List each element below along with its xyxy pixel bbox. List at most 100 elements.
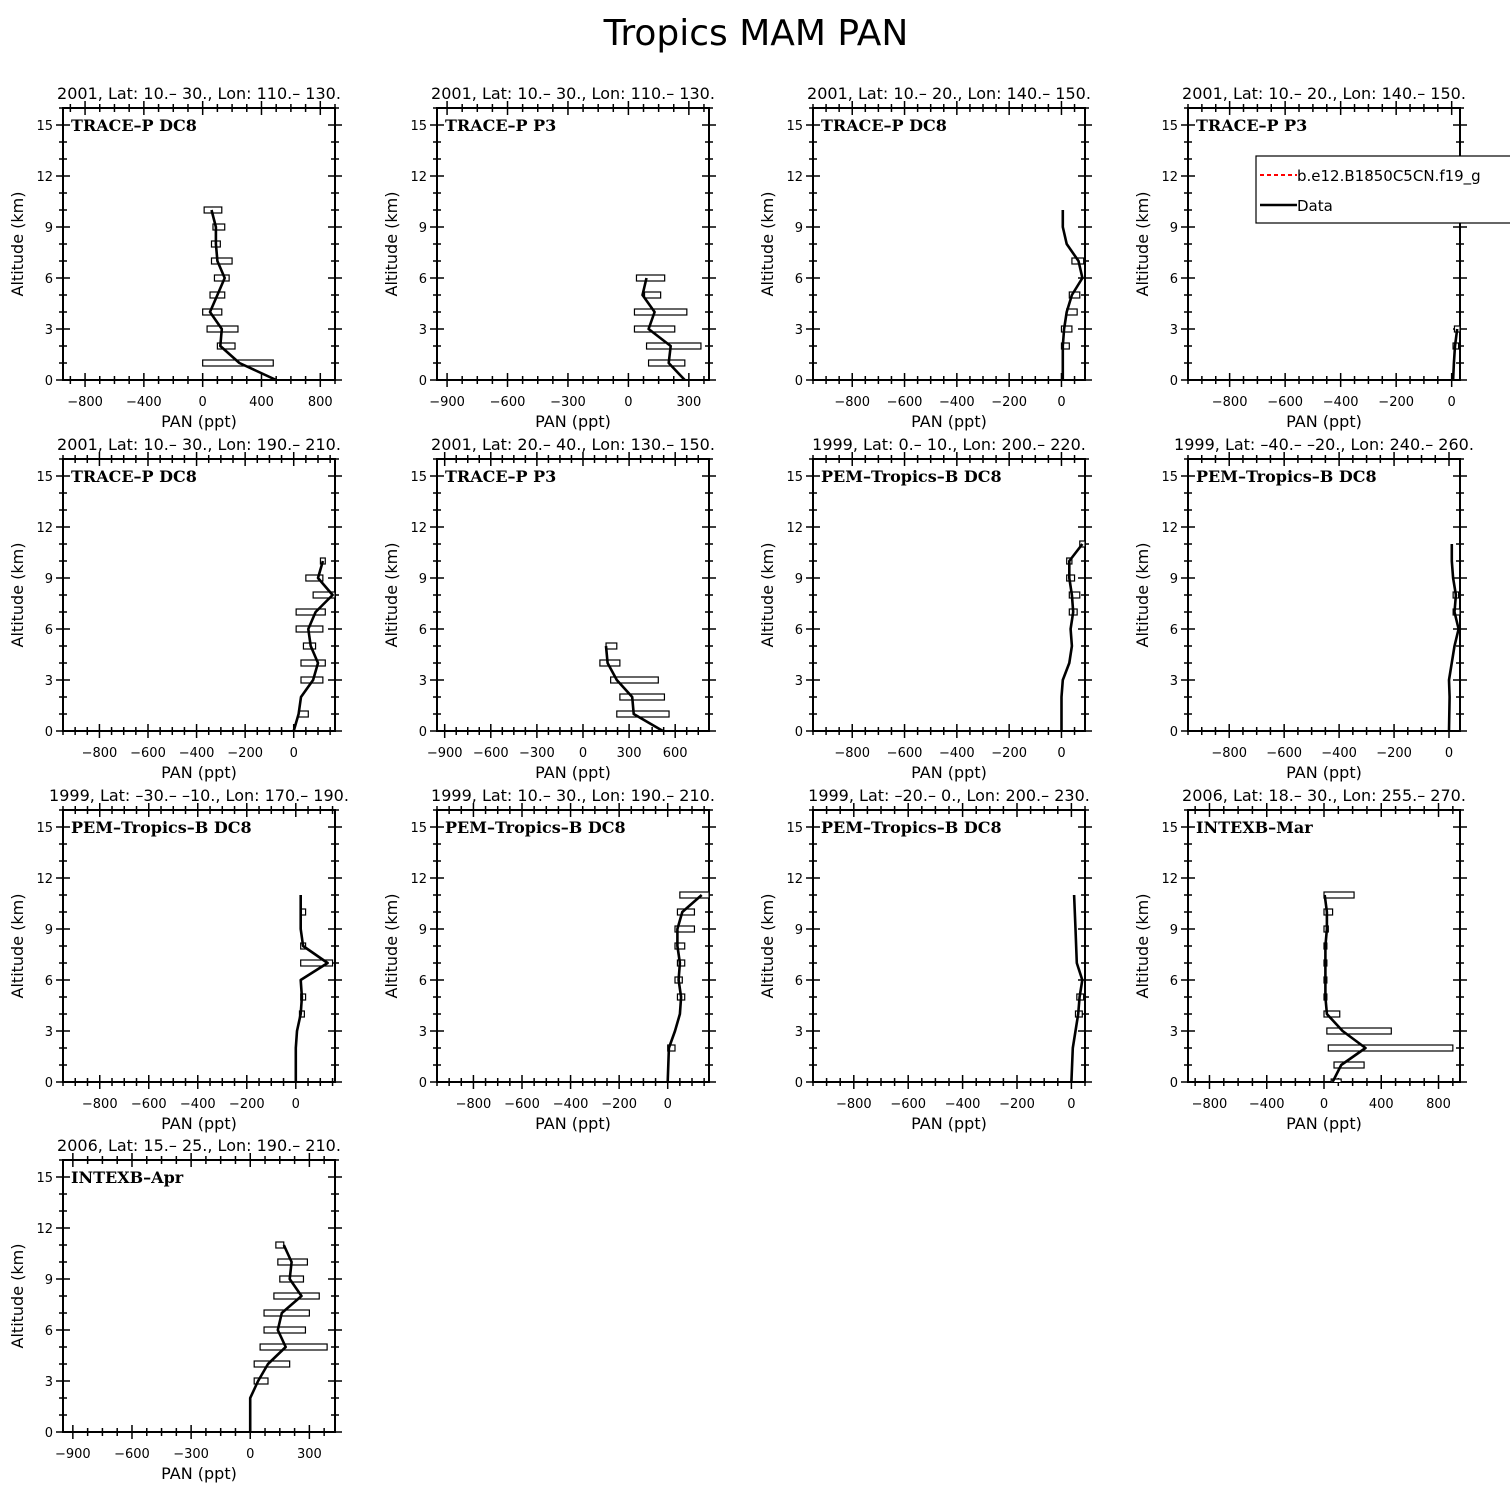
x-tick-label: 0	[1057, 395, 1065, 410]
y-tick-label: 6	[45, 974, 53, 989]
data-profile-line	[1070, 894, 1084, 1082]
plot-area	[1451, 325, 1460, 380]
x-tick-label: −200	[1378, 395, 1414, 410]
tick-marks	[56, 1153, 342, 1439]
y-tick-label: 0	[419, 725, 427, 740]
range-bar	[300, 659, 326, 667]
legend-label-2: Data	[1297, 197, 1333, 215]
range-bar	[647, 359, 686, 367]
range-bar	[273, 1292, 320, 1300]
plot-frame	[436, 107, 710, 381]
range-bar	[1068, 591, 1081, 599]
panel-title: 2001, Lat: 10.– 30., Lon: 110.– 130.	[57, 84, 341, 103]
panel-title: 1999, Lat: 10.– 30., Lon: 190.– 210.	[431, 786, 715, 805]
figure-title: Tropics MAM PAN	[603, 13, 909, 54]
x-tick-label: 400	[249, 395, 274, 410]
x-tick-label: −900	[427, 746, 463, 761]
x-axis-label: PAN (ppt)	[535, 763, 611, 782]
x-tick-label: −200	[1376, 746, 1412, 761]
range-bar	[1060, 342, 1070, 350]
y-tick-label: 15	[1161, 821, 1178, 836]
y-tick-label: 6	[45, 1324, 53, 1339]
tick-marks	[806, 101, 1092, 387]
x-tick-label: −800	[67, 395, 103, 410]
x-tick-label: −600	[887, 746, 923, 761]
y-tick-label: 12	[36, 1222, 53, 1237]
x-tick-label: −200	[999, 1097, 1035, 1112]
x-tick-label: 600	[663, 746, 688, 761]
x-tick-label: −200	[601, 1097, 637, 1112]
campaign-label: INTEXB–Mar	[1196, 818, 1313, 837]
y-tick-label: 3	[795, 674, 803, 689]
y-tick-label: 6	[45, 623, 53, 638]
y-tick-label: 12	[36, 521, 53, 536]
campaign-label: PEM–Tropics–B DC8	[71, 818, 252, 837]
y-tick-label: 3	[419, 674, 427, 689]
campaign-label: INTEXB–Apr	[71, 1168, 184, 1187]
y-tick-label: 0	[795, 1076, 803, 1091]
plot-frame	[436, 458, 710, 732]
data-profile-line	[1447, 544, 1460, 731]
y-tick-label: 15	[36, 470, 53, 485]
x-tick-label: 0	[1057, 746, 1065, 761]
y-tick-label: 3	[1170, 323, 1178, 338]
range-bar	[216, 342, 236, 350]
y-tick-label: 15	[36, 119, 53, 134]
range-bar	[305, 574, 324, 582]
y-tick-label: 15	[410, 119, 427, 134]
data-profile-line	[1451, 328, 1459, 380]
tick-marks	[56, 452, 342, 738]
x-tick-label: −600	[114, 1447, 150, 1462]
panel-title: 2001, Lat: 10.– 20., Lon: 140.– 150.	[807, 84, 1091, 103]
y-tick-label: 6	[45, 272, 53, 287]
campaign-label: TRACE–P P3	[445, 116, 556, 135]
plot-frame	[1187, 107, 1461, 381]
range-bar	[1323, 1010, 1341, 1018]
y-tick-label: 6	[419, 272, 427, 287]
x-tick-label: 300	[676, 395, 701, 410]
range-bar	[212, 223, 226, 231]
x-tick-label: 0	[246, 1447, 254, 1462]
y-tick-label: 3	[795, 323, 803, 338]
range-bar	[1327, 1044, 1454, 1052]
tick-marks	[806, 452, 1092, 738]
y-axis-label: Altitude (km)	[382, 192, 401, 297]
y-tick-label: 9	[795, 923, 803, 938]
data-profile-line	[1323, 894, 1367, 1082]
panel-title: 1999, Lat: –30.– –10., Lon: 170.– 190.	[49, 786, 349, 805]
y-axis-label: Altitude (km)	[382, 543, 401, 648]
plot-area	[633, 274, 702, 380]
panel-title: 1999, Lat: –20.– 0., Lon: 200.– 230.	[808, 786, 1090, 805]
range-bar	[1323, 891, 1355, 899]
y-tick-label: 12	[786, 521, 803, 536]
x-tick-label: −800	[834, 395, 870, 410]
y-tick-label: 0	[419, 1076, 427, 1091]
range-bar	[645, 342, 702, 350]
x-tick-label: −600	[473, 746, 509, 761]
tick-marks	[56, 803, 342, 1089]
x-tick-label: −600	[1266, 746, 1302, 761]
x-tick-label: −300	[519, 746, 555, 761]
y-tick-label: 15	[410, 470, 427, 485]
y-tick-label: 3	[795, 1025, 803, 1040]
plot-area	[292, 557, 335, 731]
y-tick-label: 3	[45, 323, 53, 338]
y-tick-label: 9	[45, 923, 53, 938]
y-tick-label: 6	[795, 623, 803, 638]
x-tick-label: −400	[1249, 1097, 1285, 1112]
x-tick-label: −800	[836, 1097, 872, 1112]
x-tick-label: 800	[1426, 1097, 1451, 1112]
plot-area	[1060, 210, 1085, 380]
x-tick-label: −600	[890, 1097, 926, 1112]
data-profile-line	[294, 895, 329, 1082]
x-axis-label: PAN (ppt)	[911, 412, 987, 431]
range-bar	[635, 274, 666, 282]
y-tick-label: 15	[410, 821, 427, 836]
tick-marks	[430, 101, 716, 387]
y-tick-label: 3	[419, 1025, 427, 1040]
x-tick-label: 0	[1320, 1097, 1328, 1112]
x-tick-label: −400	[939, 395, 975, 410]
range-bar	[633, 308, 688, 316]
y-tick-label: 6	[1170, 623, 1178, 638]
tick-marks	[1181, 803, 1467, 1089]
